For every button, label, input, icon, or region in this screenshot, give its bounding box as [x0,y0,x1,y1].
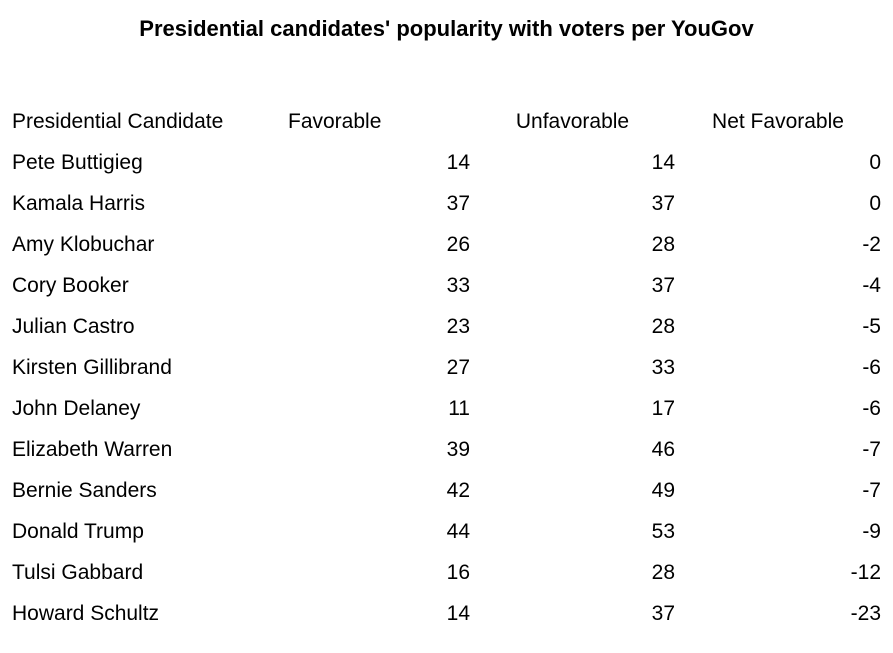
net-favorable-cell: -6 [862,355,881,379]
table-row: Amy Klobuchar 26 28 -2 [0,224,881,265]
net-favorable-cell: 0 [869,150,881,174]
net-favorable-cell: -7 [862,478,881,502]
net-favorable-cell: -2 [862,232,881,256]
favorable-cell: 42 [446,478,470,502]
net-favorable-cell: 0 [869,191,881,215]
favorable-cell: 26 [446,232,470,256]
unfavorable-cell: 37 [651,601,675,625]
table-row: Donald Trump 44 53 -9 [0,511,881,552]
column-header-net-favorable: Net Favorable [712,109,844,133]
table-row: Bernie Sanders 42 49 -7 [0,470,881,511]
favorable-cell: 37 [446,191,470,215]
net-favorable-cell: -4 [862,273,881,297]
net-favorable-cell: -12 [850,560,881,584]
favorable-cell: 14 [446,150,470,174]
net-favorable-cell: -9 [862,519,881,543]
candidate-name-cell: Pete Buttigieg [12,150,143,174]
favorable-cell: 16 [446,560,470,584]
column-header-candidate: Presidential Candidate [12,109,224,133]
popularity-table: Presidential Candidate Favorable Unfavor… [0,101,881,634]
candidate-name-cell: Howard Schultz [12,601,160,625]
table-row: Kamala Harris 37 37 0 [0,183,881,224]
unfavorable-cell: 33 [651,355,675,379]
table-row: Kirsten Gillibrand 27 33 -6 [0,347,881,388]
table-row: John Delaney 11 17 -6 [0,388,881,429]
favorable-cell: 23 [446,314,470,338]
candidate-name-cell: Cory Booker [12,273,129,297]
page-title: Presidential candidates' popularity with… [139,16,754,41]
unfavorable-cell: 17 [651,396,675,420]
unfavorable-cell: 28 [651,232,675,256]
table-row: Elizabeth Warren 39 46 -7 [0,429,881,470]
favorable-cell: 39 [446,437,470,461]
candidate-name-cell: Donald Trump [12,519,144,543]
net-favorable-cell: -7 [862,437,881,461]
page: { "page": { "background": "#ffffff", "te… [0,16,893,653]
candidate-name-cell: John Delaney [12,396,141,420]
table-row: Cory Booker 33 37 -4 [0,265,881,306]
favorable-cell: 44 [446,519,470,543]
favorable-cell: 33 [446,273,470,297]
net-favorable-cell: -23 [850,601,881,625]
favorable-cell: 11 [448,396,470,420]
unfavorable-cell: 28 [651,314,675,338]
table-row: Julian Castro 23 28 -5 [0,306,881,347]
table-row: Pete Buttigieg 14 14 0 [0,142,881,183]
header-row: Presidential Candidate Favorable Unfavor… [0,101,881,142]
unfavorable-cell: 28 [651,560,675,584]
unfavorable-cell: 37 [651,273,675,297]
favorable-cell: 14 [446,601,470,625]
candidate-name-cell: Julian Castro [12,314,135,338]
candidate-name-cell: Amy Klobuchar [12,232,155,256]
column-header-favorable: Favorable [288,109,382,133]
candidate-name-cell: Kirsten Gillibrand [12,355,172,379]
net-favorable-cell: -6 [862,396,881,420]
table-row: Tulsi Gabbard 16 28 -12 [0,552,881,593]
candidate-name-cell: Elizabeth Warren [12,437,173,461]
candidate-name-cell: Kamala Harris [12,191,146,215]
unfavorable-cell: 49 [651,478,675,502]
candidate-name-cell: Tulsi Gabbard [12,560,144,584]
unfavorable-cell: 14 [651,150,675,174]
favorable-cell: 27 [446,355,470,379]
net-favorable-cell: -5 [862,314,881,338]
column-header-unfavorable: Unfavorable [515,109,630,133]
unfavorable-cell: 46 [651,437,675,461]
unfavorable-cell: 53 [651,519,675,543]
unfavorable-cell: 37 [651,191,675,215]
table-row: Howard Schultz 14 37 -23 [0,593,881,634]
candidate-name-cell: Bernie Sanders [12,478,157,502]
